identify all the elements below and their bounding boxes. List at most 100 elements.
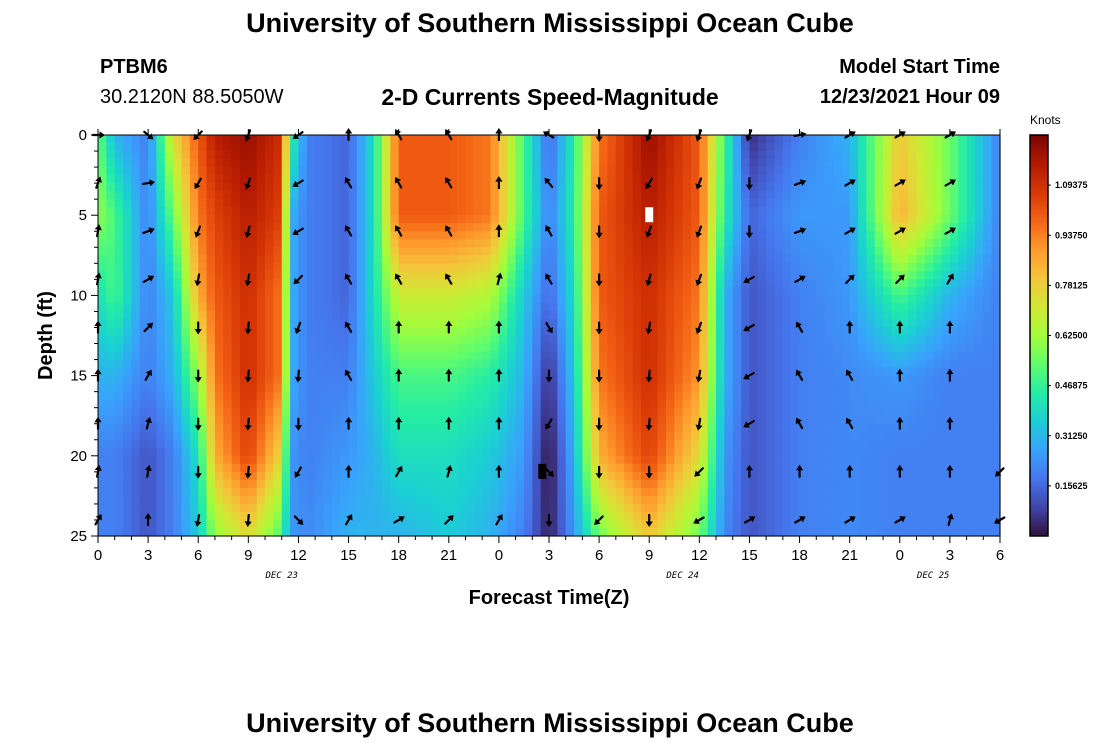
heatmap-cell <box>239 463 249 473</box>
heatmap-cell <box>757 375 767 385</box>
heatmap-cell <box>373 271 383 280</box>
heatmap-cell <box>540 287 550 296</box>
heatmap-cell <box>448 439 458 449</box>
heatmap-cell <box>131 431 141 441</box>
heatmap-cell <box>540 407 550 417</box>
heatmap-cell <box>665 151 675 160</box>
heatmap-cell <box>849 303 859 313</box>
heatmap-cell <box>991 207 1001 216</box>
heatmap-cell <box>899 463 909 473</box>
heatmap-cell <box>306 495 316 505</box>
heatmap-cell <box>908 471 918 481</box>
heatmap-cell <box>565 183 575 192</box>
heatmap-cell <box>565 319 575 329</box>
heatmap-cell <box>716 247 725 256</box>
heatmap-cell <box>824 239 834 248</box>
heatmap-cell <box>891 287 901 296</box>
heatmap-cell <box>966 215 976 224</box>
heatmap-cell <box>290 215 300 224</box>
heatmap-cell <box>899 367 909 377</box>
heatmap-cell <box>732 143 742 152</box>
heatmap-cell <box>615 327 625 337</box>
heatmap-cell <box>114 247 124 256</box>
heatmap-cell <box>891 463 901 473</box>
heatmap-cell <box>891 263 901 272</box>
heatmap-cell <box>189 479 199 489</box>
heatmap-cell <box>724 335 734 345</box>
heatmap-cell <box>582 471 592 481</box>
heatmap-cell <box>582 207 592 216</box>
heatmap-cell <box>574 359 584 369</box>
heatmap-cell <box>665 167 675 176</box>
heatmap-cell <box>239 343 249 353</box>
heatmap-cell <box>858 495 867 505</box>
heatmap-cell <box>665 495 675 505</box>
heatmap-cell <box>849 391 859 401</box>
heatmap-cell <box>473 199 483 208</box>
heatmap-cell <box>290 479 300 489</box>
heatmap-cell <box>749 135 759 144</box>
heatmap-cell <box>265 479 274 489</box>
heatmap-cell <box>148 223 158 232</box>
heatmap-cell <box>624 343 634 353</box>
heatmap-cell <box>532 455 542 465</box>
heatmap-cell <box>423 143 433 152</box>
heatmap-cell <box>841 463 851 473</box>
heatmap-cell <box>832 471 842 481</box>
heatmap-cell <box>665 271 675 280</box>
heatmap-cell <box>139 439 149 449</box>
heatmap-cell <box>674 335 684 345</box>
heatmap-cell <box>766 159 776 168</box>
heatmap-cell <box>423 479 433 489</box>
heatmap-cell <box>557 263 567 272</box>
heatmap-cell <box>365 247 375 256</box>
heatmap-cell <box>523 335 533 345</box>
heatmap-cell <box>331 391 341 401</box>
heatmap-cell <box>624 175 634 184</box>
heatmap-cell <box>832 159 842 168</box>
heatmap-cell <box>574 167 584 176</box>
heatmap-cell <box>574 223 584 232</box>
heatmap-cell <box>991 263 1001 272</box>
heatmap-cell <box>724 135 734 144</box>
heatmap-cell <box>891 335 901 345</box>
heatmap-cell <box>273 447 283 457</box>
heatmap-cell <box>515 335 525 345</box>
heatmap-cell <box>599 279 609 288</box>
heatmap-cell <box>239 415 249 425</box>
heatmap-cell <box>290 455 300 465</box>
heatmap-cell <box>173 311 183 321</box>
heatmap-cell <box>966 167 976 176</box>
heatmap-cell <box>757 463 767 473</box>
heatmap-cell <box>306 343 316 353</box>
heatmap-cell <box>874 175 884 184</box>
heatmap-cell <box>791 199 801 208</box>
heatmap-cell <box>807 175 817 184</box>
heatmap-cell <box>407 183 416 192</box>
heatmap-cell <box>724 311 734 321</box>
heatmap-cell <box>565 135 575 144</box>
heatmap-cell <box>457 271 467 280</box>
heatmap-cell <box>983 143 993 152</box>
heatmap-cell <box>356 207 366 216</box>
heatmap-cell <box>924 359 934 369</box>
heatmap-cell <box>398 487 408 497</box>
heatmap-cell <box>824 479 834 489</box>
heatmap-cell <box>690 167 700 176</box>
heatmap-cell <box>373 319 383 329</box>
heatmap-cell <box>632 175 642 184</box>
heatmap-cell <box>373 383 383 393</box>
heatmap-cell <box>824 415 834 425</box>
heatmap-cell <box>148 175 158 184</box>
heatmap-cell <box>98 191 107 200</box>
heatmap-cell <box>557 239 567 248</box>
heatmap-cell <box>774 351 784 361</box>
heatmap-cell <box>239 215 249 224</box>
heatmap-cell <box>649 359 659 369</box>
heatmap-cell <box>348 183 358 192</box>
heatmap-cell <box>381 167 391 176</box>
heatmap-cell <box>214 159 224 168</box>
heatmap-cell <box>908 175 918 184</box>
heatmap-cell <box>799 351 809 361</box>
heatmap-cell <box>632 143 642 152</box>
